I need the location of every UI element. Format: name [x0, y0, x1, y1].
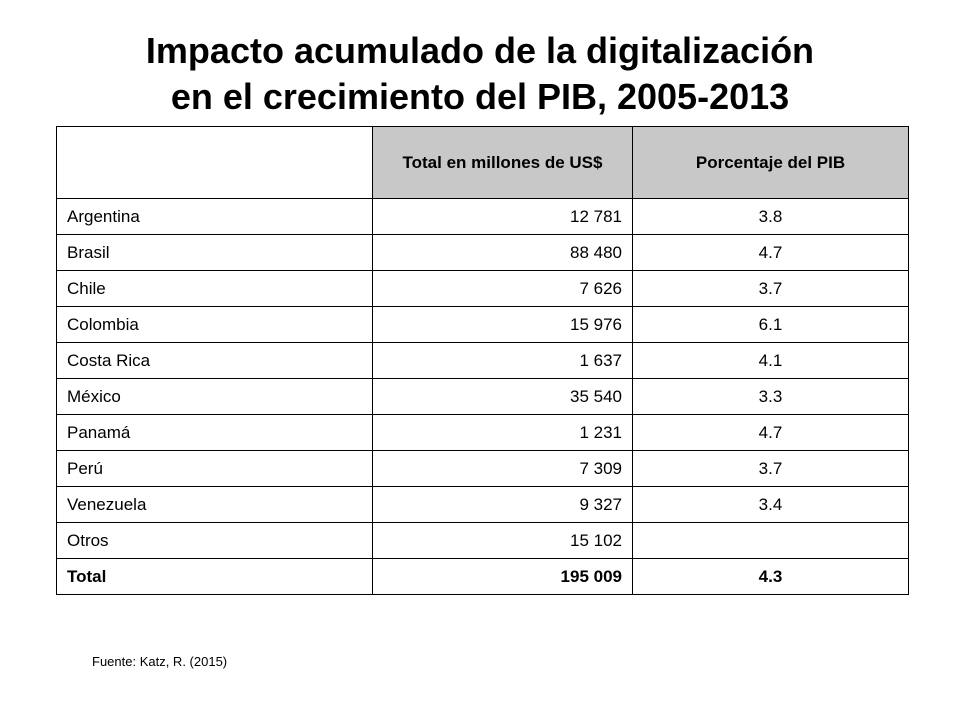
percentage-cell	[632, 522, 909, 559]
total-cell: 15 102	[372, 522, 633, 559]
table-row: México 35 540 3.3	[56, 378, 909, 415]
total-cell: 35 540	[372, 378, 633, 415]
title-line-1: Impacto acumulado de la digitalización	[145, 30, 815, 71]
country-cell: México	[56, 378, 373, 415]
country-cell: Perú	[56, 450, 373, 487]
table-row: Chile 7 626 3.7	[56, 270, 909, 307]
percentage-cell: 3.7	[632, 270, 909, 307]
header-cell-empty	[56, 126, 373, 199]
title-line-2: en el crecimiento del PIB, 2005-2013	[170, 76, 790, 117]
header-row: Total en millones de US$ Porcentaje del …	[56, 126, 909, 199]
percentage-cell: 4.1	[632, 342, 909, 379]
table-row: Venezuela 9 327 3.4	[56, 486, 909, 523]
percentage-cell: 3.8	[632, 198, 909, 235]
total-cell: 9 327	[372, 486, 633, 523]
total-cell: 7 626	[372, 270, 633, 307]
percentage-cell: 3.4	[632, 486, 909, 523]
total-cell: 1 637	[372, 342, 633, 379]
country-cell: Brasil	[56, 234, 373, 271]
percentage-cell: 4.7	[632, 414, 909, 451]
table-row: Panamá 1 231 4.7	[56, 414, 909, 451]
total-cell: 1 231	[372, 414, 633, 451]
table-row: Perú 7 309 3.7	[56, 450, 909, 487]
total-sum-cell: 195 009	[372, 558, 633, 595]
page-title: Impacto acumulado de la digitalización e…	[0, 28, 960, 120]
source-note: Fuente: Katz, R. (2015)	[92, 654, 228, 669]
total-cell: 7 309	[372, 450, 633, 487]
country-cell: Costa Rica	[56, 342, 373, 379]
country-cell: Otros	[56, 522, 373, 559]
total-percentage-cell: 4.3	[632, 558, 909, 595]
table-row: Colombia 15 976 6.1	[56, 306, 909, 343]
total-cell: 12 781	[372, 198, 633, 235]
country-cell: Argentina	[56, 198, 373, 235]
table-row: Costa Rica 1 637 4.1	[56, 342, 909, 379]
data-table: Total en millones de US$ Porcentaje del …	[56, 126, 909, 595]
total-cell: 88 480	[372, 234, 633, 271]
total-cell: 15 976	[372, 306, 633, 343]
table-row: Brasil 88 480 4.7	[56, 234, 909, 271]
header-cell-percentage: Porcentaje del PIB	[632, 126, 909, 199]
table-row: Otros 15 102	[56, 522, 909, 559]
country-cell: Colombia	[56, 306, 373, 343]
percentage-cell: 6.1	[632, 306, 909, 343]
percentage-cell: 3.7	[632, 450, 909, 487]
country-cell: Venezuela	[56, 486, 373, 523]
country-cell: Panamá	[56, 414, 373, 451]
total-row: Total 195 009 4.3	[56, 558, 909, 595]
header-cell-total: Total en millones de US$	[372, 126, 633, 199]
percentage-cell: 3.3	[632, 378, 909, 415]
country-cell: Chile	[56, 270, 373, 307]
percentage-cell: 4.7	[632, 234, 909, 271]
table-row: Argentina 12 781 3.8	[56, 198, 909, 235]
total-label-cell: Total	[56, 558, 373, 595]
